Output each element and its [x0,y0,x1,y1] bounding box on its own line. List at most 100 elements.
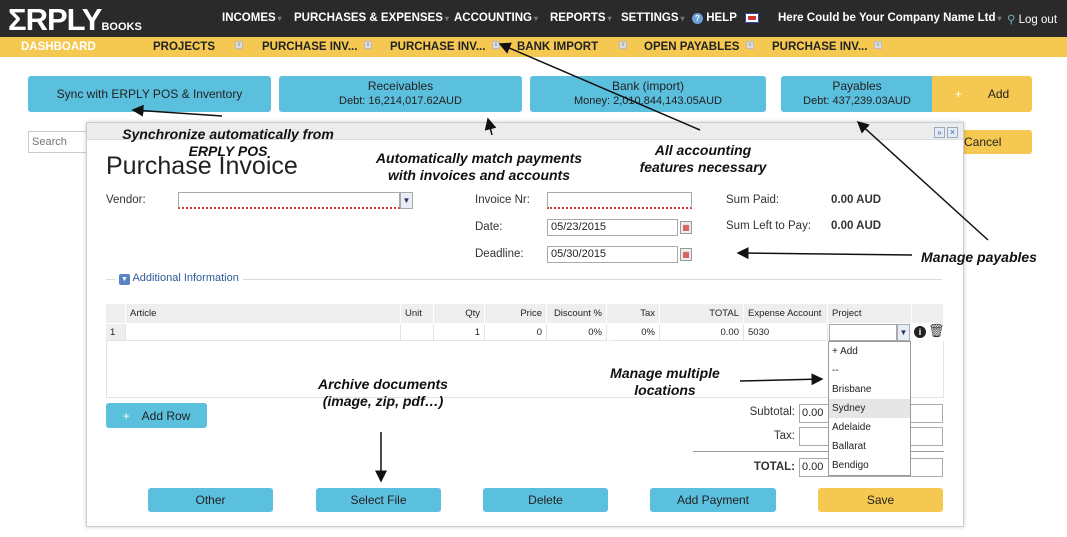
annotation-archive: Archive documents (image, zip, pdf…) [318,376,448,409]
date-label: Date: [475,221,503,233]
col-price: Price [485,304,547,323]
annotation-payables: Manage payables [921,249,1037,265]
payables-button[interactable]: Payables Debt: 437,239.03AUD [781,76,933,112]
expense-account-cell[interactable]: 5030 [744,324,828,341]
add-payment-button[interactable]: Add Payment [650,488,776,512]
help-icon: ? [692,13,703,24]
qty-cell[interactable]: 1 [434,324,485,341]
arrow-to-payables [856,120,989,241]
project-dropdown: + Add -- Brisbane Sydney Adelaide Ballar… [828,341,911,476]
info-icon[interactable]: i [914,326,926,338]
annotation-sync: Synchronize automatically from ERPLY POS [122,126,334,159]
total-label: TOTAL: [753,461,795,473]
col-qty: Qty [434,304,485,323]
add-button[interactable]: + Add [932,76,1032,112]
nav-help[interactable]: ? HELP [692,12,737,24]
col-discount: Discount % [547,304,607,323]
tab-purchase-invoice[interactable]: PURCHASE INV... [262,41,358,53]
add-row-button[interactable]: + Add Row [106,403,207,428]
dropdown-option-none[interactable]: -- [832,365,839,376]
close-icon[interactable]: x [235,41,243,49]
top-navbar [0,0,1067,37]
col-total: TOTAL [660,304,744,323]
receivables-button[interactable]: Receivables Debt: 16,214,017.62AUD [279,76,522,112]
company-menu[interactable]: Here Could be Your Company Name Ltd ▾ [778,12,1002,24]
close-icon[interactable]: x [746,41,754,49]
plus-icon: + [954,87,962,101]
cancel-button[interactable]: Cancel [960,130,1032,154]
dropdown-option-add[interactable]: + Add [832,346,858,357]
tab-projects[interactable]: PROJECTS [153,41,215,53]
row-number: 1 [106,324,126,341]
annotation-locations: Manage multiple locations [610,365,720,398]
dropdown-option[interactable]: Brisbane [832,384,872,395]
tab-purchase-invoice[interactable]: PURCHASE INV... [772,41,868,53]
col-actions [912,304,944,323]
vendor-select[interactable] [178,192,400,209]
additional-info-toggle[interactable]: ▼ Additional Information [115,272,243,285]
article-cell[interactable] [126,324,401,341]
col-expense-account: Expense Account [744,304,828,323]
close-icon[interactable]: x [874,41,882,49]
logout-link[interactable]: ⚲ Log out [1007,14,1058,26]
dropdown-option[interactable]: Adelaide [832,422,871,433]
project-select[interactable] [829,324,897,341]
logo-text: ΣRPLY [8,2,102,37]
date-input[interactable]: 05/23/2015 [547,219,678,236]
tab-purchase-invoice[interactable]: PURCHASE INV... [390,41,486,53]
nav-settings[interactable]: SETTINGS ▾ [621,12,685,24]
other-button[interactable]: Other [148,488,273,512]
bank-import-button[interactable]: Bank (import) Money: 2,010,844,143.05AUD [530,76,766,112]
price-cell[interactable]: 0 [485,324,547,341]
tab-bank-import[interactable]: BANK IMPORT [517,41,599,53]
chevron-down-icon[interactable]: ▼ [897,324,910,341]
vendor-label: Vendor: [106,194,146,206]
total-cell: 0.00 [660,324,744,341]
col-project: Project [828,304,912,323]
dropdown-option[interactable]: Ballarat [832,441,866,452]
arrow-to-receivables [484,117,497,136]
calendar-icon[interactable]: ▦ [680,248,692,261]
sum-left-label: Sum Left to Pay: [726,220,812,232]
trash-icon[interactable]: 🗑 [928,323,945,338]
discount-cell[interactable]: 0% [547,324,607,341]
nav-incomes[interactable]: INCOMES ▾ [222,12,282,24]
erply-books-logo[interactable]: ΣRPLYBOOKS [8,2,142,38]
arrow-to-deadline [736,247,913,260]
tax-cell[interactable]: 0% [607,324,660,341]
close-icon[interactable]: x [364,41,372,49]
dropdown-option-highlighted[interactable]: Sydney [829,399,910,418]
arrow-to-sync [131,104,223,117]
nav-accounting[interactable]: ACCOUNTING ▾ [454,12,538,24]
deadline-input[interactable]: 05/30/2015 [547,246,678,263]
table-body-area [106,341,944,398]
tax-label: Tax: [773,430,795,442]
arrow-to-dropdown [739,373,824,386]
language-flag-icon[interactable] [745,13,759,23]
col-tax: Tax [607,304,660,323]
collapse-icon[interactable]: » [934,127,945,138]
sync-erply-button[interactable]: Sync with ERPLY POS & Inventory [28,76,271,112]
close-dialog-icon[interactable]: × [947,127,958,138]
chevron-down-icon: ▼ [119,274,130,285]
page-title: Purchase Invoice [106,152,298,180]
calendar-icon[interactable]: ▦ [680,221,692,234]
close-icon[interactable]: x [619,41,627,49]
annotation-accounting: All accounting features necessary [639,142,767,175]
invoice-nr-input[interactable] [547,192,692,209]
divider [106,279,942,280]
chevron-down-icon[interactable]: ▼ [400,192,413,209]
nav-reports[interactable]: REPORTS ▾ [550,12,612,24]
dropdown-option[interactable]: Bendigo [832,460,869,471]
unit-cell[interactable] [401,324,434,341]
tab-dashboard[interactable]: DASHBOARD [21,41,96,53]
plus-icon: + [122,408,130,423]
annotation-match: Automatically match payments with invoic… [375,150,583,183]
select-file-button[interactable]: Select File [316,488,441,512]
save-button[interactable]: Save [818,488,943,512]
tab-open-payables[interactable]: OPEN PAYABLES [644,41,740,53]
nav-purchases[interactable]: PURCHASES & EXPENSES ▾ [294,12,449,24]
dialog-header [87,123,963,140]
divider [693,451,944,452]
delete-button[interactable]: Delete [483,488,608,512]
